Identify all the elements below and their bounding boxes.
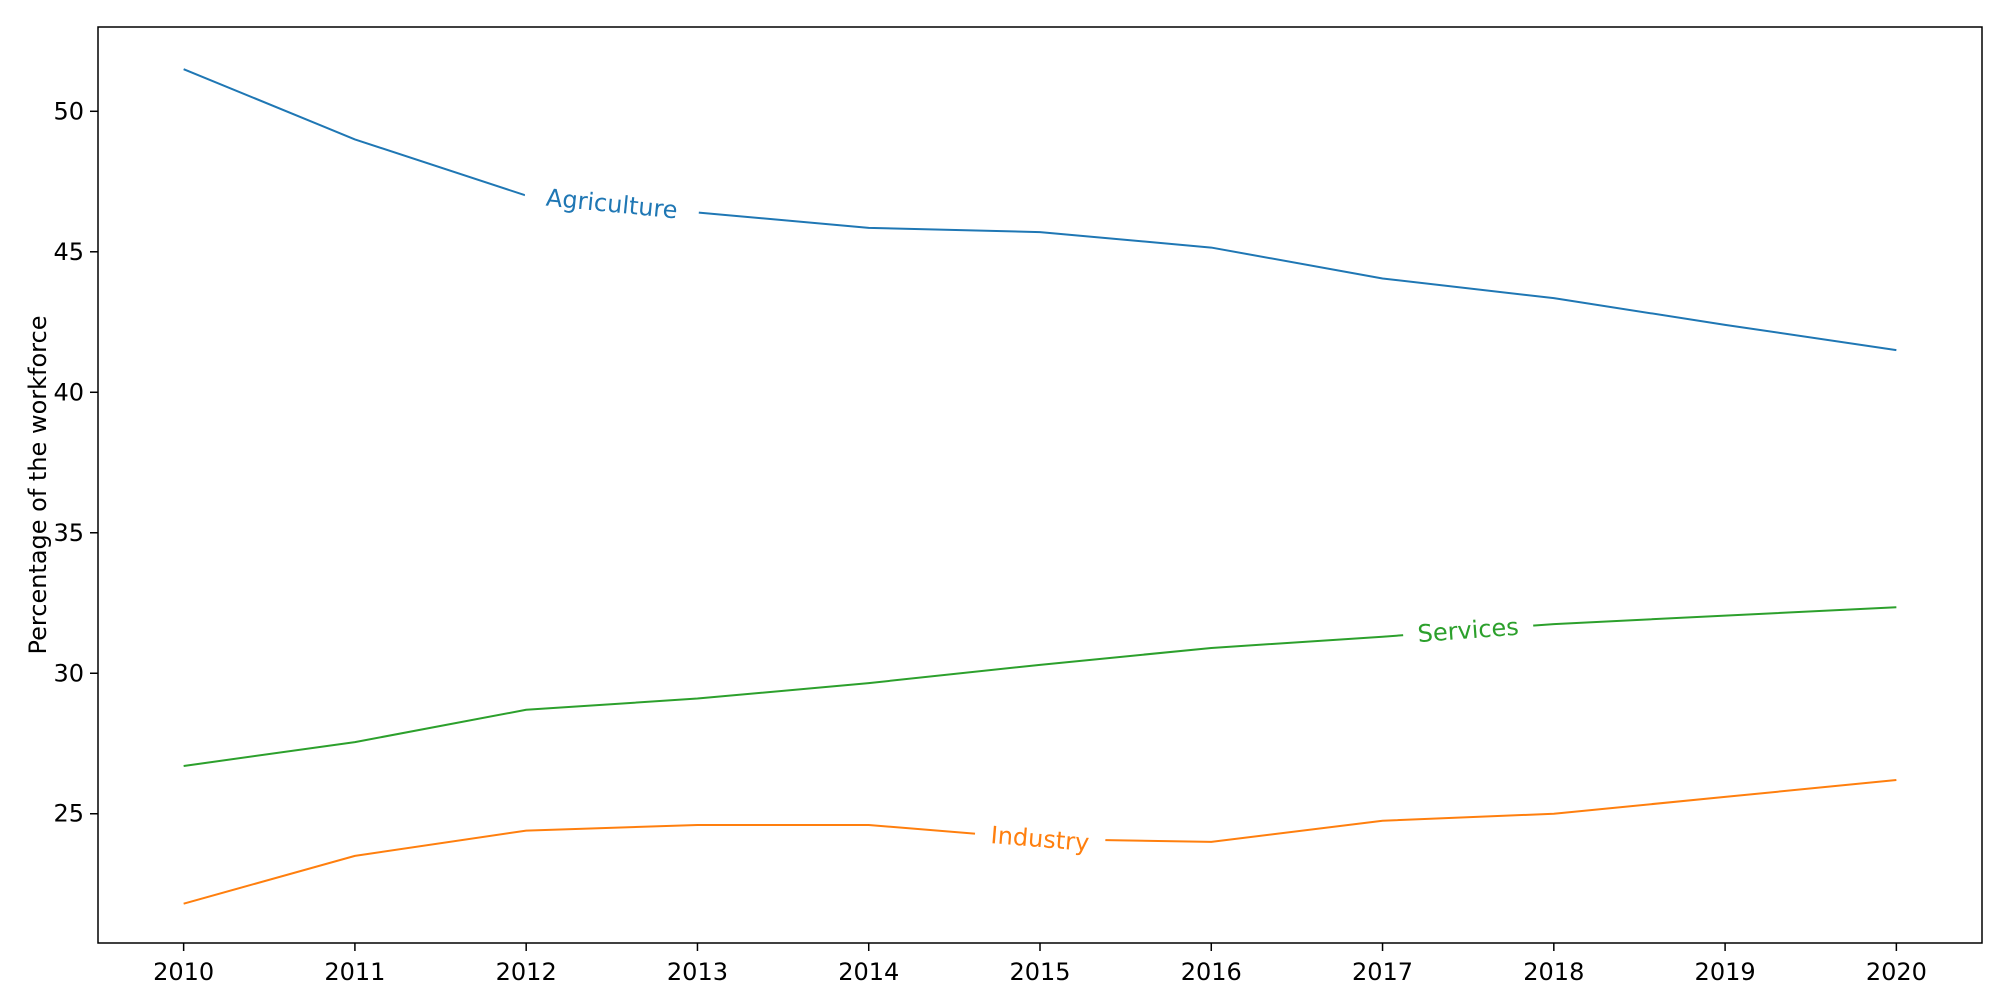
x-tick-label: 2020 (1866, 958, 1927, 986)
y-tick-label: 35 (53, 519, 84, 547)
x-tick-label: 2017 (1352, 958, 1413, 986)
y-tick-label: 50 (53, 97, 84, 125)
series-label-group-agriculture: Agriculture (523, 180, 701, 228)
x-tick-label: 2016 (1181, 958, 1242, 986)
series-label-background (523, 180, 701, 228)
y-tick-label: 25 (53, 800, 84, 828)
x-tick-label: 2013 (667, 958, 728, 986)
plot-area-frame (97, 26, 1983, 944)
y-tick-label: 40 (53, 378, 84, 406)
y-axis: 25 30 35 40 45 50 (53, 97, 98, 828)
x-tick-label: 2015 (1009, 958, 1070, 986)
y-tick-label: 45 (53, 238, 84, 266)
x-tick-label: 2019 (1695, 958, 1756, 986)
y-tick-label: 30 (53, 659, 84, 687)
x-tick-label: 2010 (153, 958, 214, 986)
series-label-background (973, 818, 1107, 860)
series-label-group-services: Services (1402, 610, 1535, 651)
x-tick-label: 2012 (496, 958, 557, 986)
series-line-agriculture (183, 68, 1897, 352)
x-axis: 2010 2011 2012 2013 2014 2015 2016 2017 2018 2019… (153, 943, 1927, 986)
x-tick-label: 2018 (1523, 958, 1584, 986)
series-line-services (183, 606, 1897, 767)
series-label-group-industry: Industry (973, 818, 1107, 860)
series-group: Agriculture Industry Services (183, 68, 1897, 905)
series-label-industry: Industry (990, 821, 1091, 857)
y-axis-title: Percentage of the workforce (24, 316, 52, 655)
x-tick-label: 2014 (838, 958, 899, 986)
series-label-background (1402, 610, 1535, 651)
x-tick-label: 2011 (324, 958, 385, 986)
